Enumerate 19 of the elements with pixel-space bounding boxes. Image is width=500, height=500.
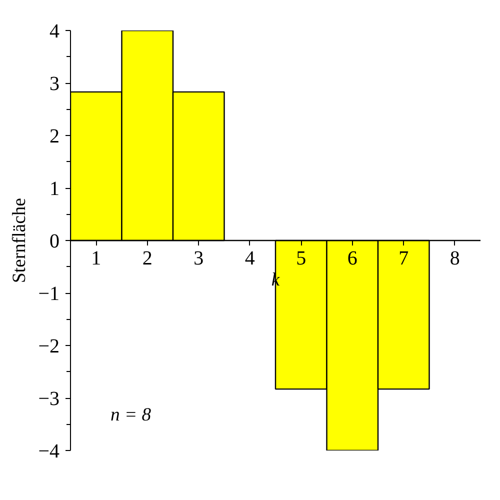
- x-tick-label: 1: [91, 248, 102, 270]
- y-tick-label: −3: [38, 388, 60, 410]
- y-tick-label: 1: [50, 178, 60, 200]
- y-tick-label: −1: [38, 283, 60, 305]
- x-tick-label: 7: [398, 248, 409, 270]
- y-tick-label: 2: [50, 126, 60, 148]
- annotation: n = 8: [110, 404, 152, 426]
- x-tick-label: 3: [194, 248, 204, 270]
- y-tick-label: 0: [50, 230, 60, 252]
- x-tick-label: 2: [142, 248, 152, 270]
- x-tick-label: 5: [296, 248, 306, 270]
- x-tick-label: 4: [244, 248, 255, 270]
- y-tick-label: 4: [50, 20, 60, 42]
- y-axis-title: Sternfläche: [9, 198, 30, 283]
- x-tick-label: 6: [347, 248, 358, 270]
- y-tick-label: −4: [38, 440, 60, 462]
- y-tick-label: 3: [50, 73, 60, 95]
- x-tick-label: 8: [450, 248, 460, 270]
- y-tick-label: −2: [38, 336, 60, 358]
